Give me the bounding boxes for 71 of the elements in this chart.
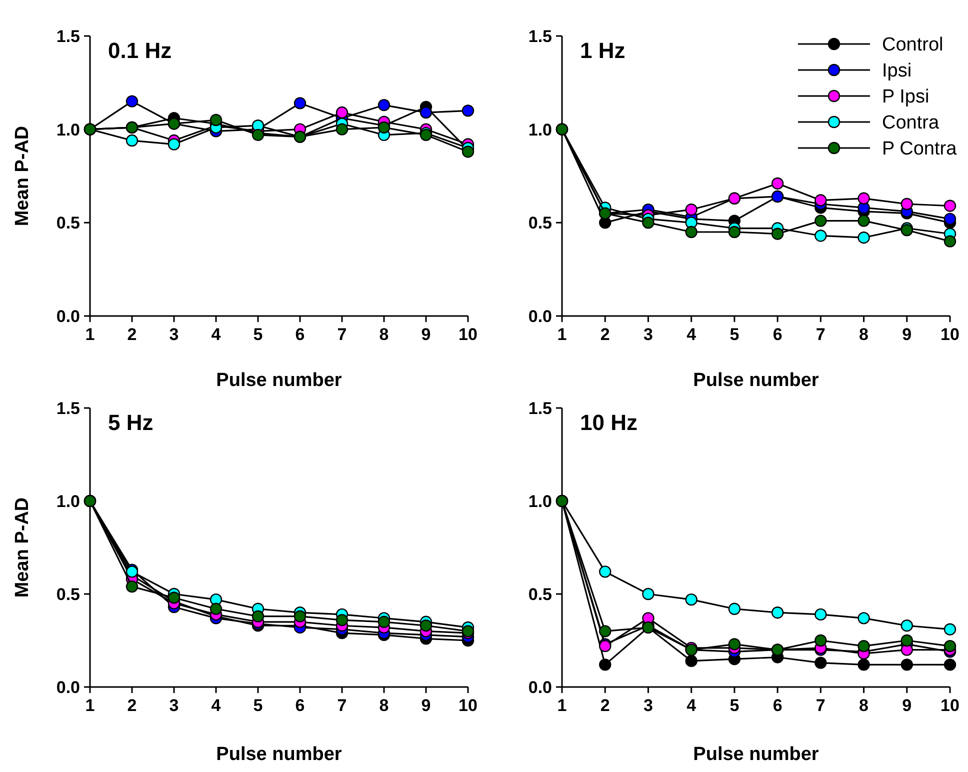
x-axis-title: Pulse number [693, 744, 820, 765]
chart-title: 5 Hz [108, 410, 154, 435]
legend-label: Control [882, 34, 944, 56]
y-tick-label: 1.5 [528, 398, 552, 418]
x-tick-label: 4 [686, 325, 697, 344]
x-tick-label: 7 [337, 325, 347, 344]
x-tick-label: 1 [85, 325, 95, 344]
x-tick-label: 3 [643, 325, 653, 344]
y-tick-label: 0.5 [528, 214, 552, 233]
chart-title: 1 Hz [580, 38, 626, 63]
x-axis-title: Pulse number [216, 744, 342, 765]
legend-label: P Ipsi [882, 86, 930, 108]
x-tick-label: 10 [940, 325, 960, 344]
x-tick-label: 3 [169, 325, 179, 344]
x-tick-label: 7 [337, 696, 347, 715]
x-tick-label: 10 [940, 696, 960, 715]
x-tick-label: 8 [379, 325, 389, 344]
x-tick-label: 9 [421, 325, 431, 344]
y-tick-label: 1.5 [56, 26, 80, 46]
x-tick-label: 2 [600, 325, 610, 344]
legend-label: Ipsi [882, 60, 912, 82]
y-axis-title: Mean P-AD [12, 126, 33, 226]
x-tick-label: 10 [458, 325, 478, 344]
x-tick-label: 4 [211, 325, 222, 344]
x-tick-label: 5 [730, 325, 740, 344]
y-tick-label: 0.5 [56, 584, 80, 604]
x-tick-label: 10 [458, 696, 478, 715]
y-tick-label: 0.0 [56, 306, 80, 326]
x-axis-title: Pulse number [693, 370, 820, 391]
chart-title: 0.1 Hz [108, 38, 172, 63]
x-tick-label: 5 [253, 325, 263, 344]
x-tick-label: 9 [902, 696, 912, 715]
x-tick-label: 9 [421, 696, 431, 715]
y-tick-label: 1.5 [56, 398, 80, 418]
x-tick-label: 5 [730, 696, 740, 715]
x-tick-label: 8 [859, 325, 869, 344]
y-tick-label: 0.5 [528, 584, 552, 604]
x-tick-label: 2 [600, 696, 610, 715]
x-tick-label: 2 [127, 696, 137, 715]
chart-title: 10 Hz [580, 410, 638, 435]
x-tick-label: 1 [557, 325, 567, 344]
y-axis-title: Mean P-AD [12, 497, 33, 598]
y-tick-label: 1.5 [528, 26, 552, 46]
x-tick-label: 4 [686, 696, 697, 715]
legend-label: P Contra [882, 138, 958, 160]
x-tick-label: 1 [85, 696, 95, 715]
x-tick-label: 8 [859, 696, 869, 715]
y-tick-label: 0.0 [528, 306, 552, 326]
y-tick-label: 1.0 [56, 120, 80, 140]
y-tick-label: 1.0 [56, 492, 80, 511]
y-tick-label: 0.0 [56, 678, 80, 697]
x-tick-label: 5 [253, 696, 263, 715]
x-axis-title: Pulse number [216, 370, 342, 391]
x-tick-label: 2 [127, 325, 137, 344]
x-tick-label: 3 [643, 696, 653, 715]
x-tick-label: 6 [772, 696, 782, 715]
x-tick-label: 6 [772, 325, 782, 344]
x-tick-label: 6 [295, 696, 305, 715]
x-tick-label: 7 [816, 325, 826, 344]
y-tick-label: 0.0 [528, 678, 552, 697]
x-tick-label: 6 [295, 325, 305, 344]
x-tick-label: 3 [169, 696, 179, 715]
y-tick-label: 1.0 [528, 120, 552, 140]
y-tick-label: 0.5 [56, 214, 80, 233]
x-tick-label: 1 [557, 696, 567, 715]
y-tick-label: 1.0 [528, 492, 552, 511]
x-tick-label: 7 [816, 696, 826, 715]
x-tick-label: 9 [902, 325, 912, 344]
legend-label: Contra [882, 112, 940, 134]
x-tick-label: 4 [211, 696, 222, 715]
x-tick-label: 8 [379, 696, 389, 715]
